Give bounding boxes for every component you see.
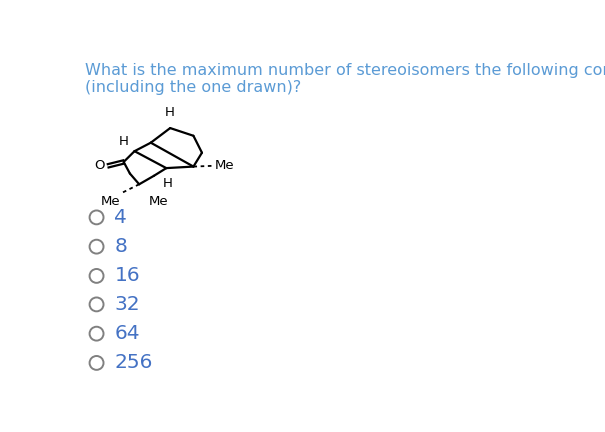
Text: H: H (163, 177, 173, 190)
Text: 16: 16 (114, 267, 140, 286)
Text: O: O (94, 159, 105, 172)
Text: 32: 32 (114, 295, 140, 314)
Text: 64: 64 (114, 324, 140, 343)
Text: (including the one drawn)?: (including the one drawn)? (85, 79, 301, 95)
Text: Me: Me (215, 159, 235, 172)
Text: H: H (119, 135, 129, 148)
Text: 4: 4 (114, 208, 127, 227)
Text: 8: 8 (114, 237, 127, 256)
Text: 256: 256 (114, 353, 152, 372)
Text: What is the maximum number of stereoisomers the following compound can have: What is the maximum number of stereoisom… (85, 63, 605, 78)
Text: Me: Me (101, 195, 120, 208)
Text: H: H (165, 106, 175, 119)
Text: Me: Me (149, 195, 169, 208)
